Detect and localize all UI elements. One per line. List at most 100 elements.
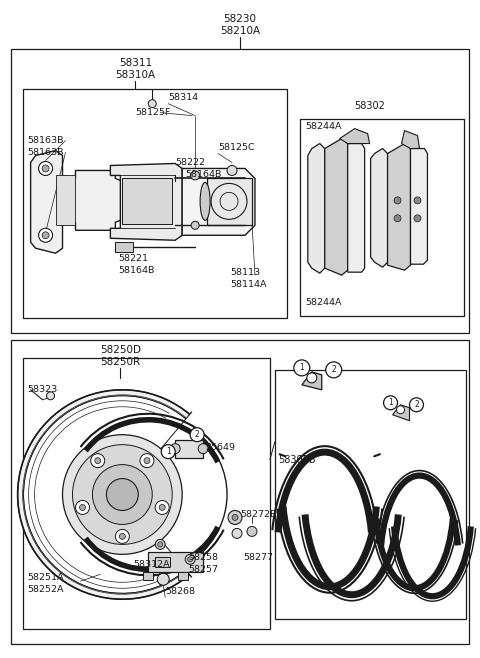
Circle shape — [188, 557, 192, 562]
Text: 58312A: 58312A — [133, 560, 170, 569]
Bar — [11, 340, 469, 644]
Circle shape — [42, 232, 49, 239]
Bar — [207, 178, 252, 225]
Text: 58221: 58221 — [119, 254, 148, 263]
Bar — [178, 572, 188, 580]
Text: 58163B: 58163B — [28, 136, 64, 145]
Text: 58164B: 58164B — [119, 266, 155, 274]
Bar — [275, 370, 467, 619]
Circle shape — [228, 511, 242, 524]
Text: 58323: 58323 — [28, 386, 58, 394]
Circle shape — [144, 458, 150, 464]
Text: 58113: 58113 — [230, 268, 260, 276]
Polygon shape — [308, 143, 325, 273]
Wedge shape — [24, 396, 186, 594]
Circle shape — [394, 215, 401, 222]
Circle shape — [409, 398, 423, 412]
Bar — [122, 178, 172, 224]
Circle shape — [47, 392, 55, 400]
Circle shape — [414, 197, 421, 204]
Bar — [300, 118, 464, 316]
Circle shape — [247, 526, 257, 536]
Text: 2: 2 — [414, 400, 419, 409]
Circle shape — [307, 373, 317, 383]
Text: 58251A: 58251A — [28, 572, 64, 582]
Polygon shape — [410, 149, 428, 265]
Text: 58258: 58258 — [188, 553, 218, 562]
Polygon shape — [302, 372, 322, 390]
Circle shape — [191, 221, 199, 229]
Circle shape — [414, 215, 421, 222]
Circle shape — [155, 540, 165, 549]
Circle shape — [62, 435, 182, 554]
Circle shape — [155, 501, 169, 515]
Circle shape — [80, 505, 85, 511]
Text: 58268: 58268 — [165, 587, 195, 595]
Circle shape — [198, 443, 208, 453]
Text: 58302: 58302 — [354, 101, 385, 111]
Text: 58311: 58311 — [119, 58, 152, 68]
Circle shape — [294, 360, 310, 376]
Text: 58250D: 58250D — [100, 345, 141, 355]
Text: 58163B: 58163B — [28, 148, 64, 157]
Circle shape — [140, 453, 154, 468]
Polygon shape — [340, 128, 370, 143]
Text: 58310A: 58310A — [115, 70, 156, 80]
Circle shape — [170, 443, 180, 453]
Circle shape — [42, 165, 49, 172]
Circle shape — [72, 445, 172, 544]
Bar — [148, 552, 203, 572]
Text: 58244A: 58244A — [305, 122, 341, 131]
Circle shape — [157, 573, 169, 585]
Polygon shape — [387, 143, 410, 270]
Text: 58244A: 58244A — [305, 297, 341, 307]
Circle shape — [191, 171, 200, 180]
Text: 1: 1 — [300, 363, 304, 372]
Text: 58257: 58257 — [188, 565, 218, 574]
Bar — [115, 242, 133, 252]
Circle shape — [91, 453, 105, 468]
Polygon shape — [393, 405, 409, 420]
Circle shape — [93, 465, 152, 524]
Circle shape — [232, 528, 242, 538]
Text: 58114A: 58114A — [230, 280, 266, 289]
Bar — [175, 440, 203, 457]
Text: 58230: 58230 — [224, 14, 256, 24]
Text: 58125C: 58125C — [218, 143, 255, 152]
Bar — [11, 49, 469, 333]
Text: 58272B: 58272B — [240, 510, 276, 519]
Circle shape — [95, 458, 101, 464]
Circle shape — [159, 505, 165, 511]
Wedge shape — [18, 390, 190, 599]
Circle shape — [148, 99, 156, 108]
Circle shape — [107, 478, 138, 511]
Text: 58164B: 58164B — [185, 170, 222, 179]
Circle shape — [232, 515, 238, 520]
Polygon shape — [348, 143, 365, 272]
Circle shape — [38, 161, 52, 176]
Circle shape — [396, 406, 405, 414]
Text: 1: 1 — [166, 447, 170, 456]
Circle shape — [38, 228, 52, 242]
Bar — [155, 557, 170, 567]
Text: 58305B: 58305B — [278, 455, 315, 465]
Text: 25649: 25649 — [205, 443, 235, 452]
Circle shape — [75, 501, 89, 515]
Text: 2: 2 — [331, 365, 336, 374]
Circle shape — [326, 362, 342, 378]
Polygon shape — [56, 176, 75, 225]
Polygon shape — [110, 163, 182, 240]
Text: 2: 2 — [195, 430, 200, 439]
Polygon shape — [325, 139, 348, 275]
Polygon shape — [402, 130, 420, 149]
Polygon shape — [371, 149, 387, 267]
Text: 58252A: 58252A — [28, 585, 64, 594]
Text: 1: 1 — [388, 398, 393, 407]
Circle shape — [185, 554, 195, 565]
Text: 58210A: 58210A — [220, 26, 260, 36]
Bar — [23, 89, 287, 318]
Bar — [23, 358, 270, 629]
Bar — [144, 572, 153, 580]
Text: 58314: 58314 — [168, 93, 198, 102]
Circle shape — [158, 542, 163, 547]
